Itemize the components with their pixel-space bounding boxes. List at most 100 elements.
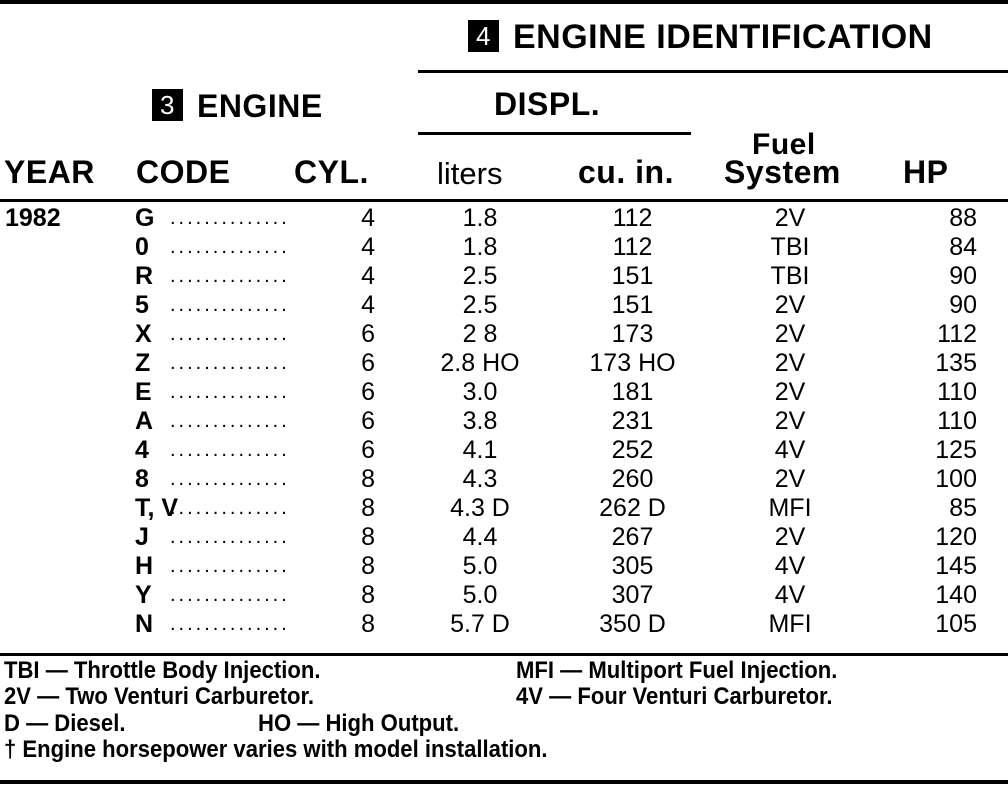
cyl-cell: 8 — [361, 581, 375, 609]
header-rule — [0, 199, 1008, 202]
dot-leader: .............. — [170, 410, 290, 432]
hp-cell: 100 — [935, 465, 977, 493]
hp-cell: 88 — [949, 204, 977, 232]
table-row: 1982 G.............. 4 1.8 112 2V 88 — [0, 204, 1008, 233]
cu-in-cell: 307 — [611, 581, 654, 609]
footnote-4v: 4V — Four Venturi Carburetor. — [516, 683, 833, 710]
hp-cell: 110 — [937, 407, 977, 435]
table-row: X.............. 6 2 8 173 2V 112 — [0, 320, 1008, 349]
footnote-rule — [0, 653, 1008, 656]
code-cell: T, V — [135, 494, 179, 522]
footnote-diesel: D — Diesel. — [4, 710, 126, 737]
cu-in-cell: 173 — [611, 320, 654, 348]
engine-id-rule — [418, 70, 1008, 73]
fuel-system-cell: 4V — [774, 552, 806, 580]
dot-leader: .............. — [170, 352, 290, 374]
cu-in-cell: 262 D — [599, 494, 666, 522]
dot-leader: .............. — [170, 613, 290, 635]
liters-cell: 4.3 D — [450, 494, 510, 522]
fuel-system-cell: 4V — [774, 436, 806, 464]
fuel-system-cell: 2V — [774, 291, 806, 319]
fuel-system-cell: 2V — [774, 320, 806, 348]
cyl-cell: 8 — [361, 465, 375, 493]
cyl-cell: 6 — [361, 349, 375, 377]
liters-cell: 2.5 — [462, 291, 498, 319]
code-cell: N — [135, 610, 154, 638]
cu-in-cell: 112 — [612, 233, 653, 261]
footnote-ho: HO — High Output. — [258, 710, 460, 737]
cu-in-cell: 231 — [611, 407, 654, 435]
col-cyl: CYL. — [294, 154, 369, 190]
table-row: 4.............. 6 4.1 252 4V 125 — [0, 436, 1008, 465]
cyl-cell: 8 — [361, 610, 375, 638]
engine-identification-title: ENGINE IDENTIFICATION — [512, 18, 933, 56]
hp-cell: 120 — [935, 523, 977, 551]
dot-leader: .............. — [170, 555, 290, 577]
cu-in-cell: 305 — [611, 552, 654, 580]
cu-in-cell: 151 — [611, 262, 654, 290]
col-fuel-line1: Fuel — [752, 128, 816, 161]
table-row: Y.............. 8 5.0 307 4V 140 — [0, 581, 1008, 610]
engine-heading: 3 ENGINE — [152, 88, 323, 125]
section-number-badge: 4 — [468, 20, 499, 52]
table-row: 5.............. 4 2.5 151 2V 90 — [0, 291, 1008, 320]
code-cell: 5 — [135, 291, 149, 319]
cu-in-cell: 260 — [611, 465, 654, 493]
liters-cell: 4.3 — [462, 465, 498, 493]
code-cell: 4 — [135, 436, 149, 464]
dot-leader: .............. — [170, 497, 290, 519]
table-row: 0.............. 4 1.8 112 TBI 84 — [0, 233, 1008, 262]
cyl-cell: 8 — [361, 523, 375, 551]
fuel-system-cell: TBI — [770, 262, 810, 290]
cyl-cell: 4 — [361, 291, 375, 319]
liters-cell: 2.8 HO — [440, 349, 520, 377]
liters-cell: 1.8 — [462, 233, 498, 261]
cu-in-cell: 181 — [611, 378, 654, 406]
footnote-mfi: MFI — Multiport Fuel Injection. — [516, 657, 838, 684]
liters-cell: 3.0 — [462, 378, 498, 406]
code-cell: A — [135, 407, 154, 435]
hp-cell: 84 — [949, 233, 977, 261]
dot-leader: .............. — [170, 381, 290, 403]
fuel-system-cell: MFI — [768, 494, 812, 522]
fuel-system-cell: TBI — [770, 233, 810, 261]
dot-leader: .............. — [170, 207, 290, 229]
dot-leader: .............. — [170, 526, 290, 548]
fuel-system-cell: 2V — [774, 465, 806, 493]
code-cell: G — [135, 204, 155, 232]
dot-leader: .............. — [170, 323, 290, 345]
liters-cell: 4.1 — [462, 436, 498, 464]
engine-identification-heading: 4 ENGINE IDENTIFICATION — [468, 18, 933, 57]
hp-cell: 145 — [935, 552, 977, 580]
code-cell: E — [135, 378, 152, 406]
cyl-cell: 6 — [361, 378, 375, 406]
col-year: YEAR — [4, 154, 95, 190]
table-row: A.............. 6 3.8 231 2V 110 — [0, 407, 1008, 436]
footnote-2v: 2V — Two Venturi Carburetor. — [4, 683, 314, 710]
hp-cell: 112 — [937, 320, 977, 348]
section-number-badge: 3 — [152, 89, 183, 121]
table-row: N.............. 8 5.7 D 350 D MFI 105 — [0, 610, 1008, 639]
cyl-cell: 4 — [361, 233, 375, 261]
col-hp: HP — [903, 154, 949, 190]
year-cell: 1982 — [5, 204, 61, 232]
hp-cell: 135 — [935, 349, 977, 377]
fuel-system-cell: 4V — [774, 581, 806, 609]
engine-title: ENGINE — [196, 88, 323, 124]
cyl-cell: 6 — [361, 407, 375, 435]
code-cell: 8 — [135, 465, 149, 493]
liters-cell: 2 8 — [462, 320, 498, 348]
table-row: 8.............. 8 4.3 260 2V 100 — [0, 465, 1008, 494]
hp-cell: 110 — [937, 378, 977, 406]
cu-in-cell: 267 — [611, 523, 654, 551]
fuel-system-cell: 2V — [774, 204, 806, 232]
code-cell: X — [135, 320, 152, 348]
hp-cell: 105 — [935, 610, 977, 638]
cyl-cell: 8 — [361, 552, 375, 580]
col-cu-in: cu. in. — [578, 154, 674, 190]
code-cell: R — [135, 262, 154, 290]
col-liters: liters — [437, 156, 503, 191]
liters-cell: 2.5 — [462, 262, 498, 290]
liters-cell: 3.8 — [462, 407, 498, 435]
fuel-system-cell: 2V — [774, 523, 806, 551]
